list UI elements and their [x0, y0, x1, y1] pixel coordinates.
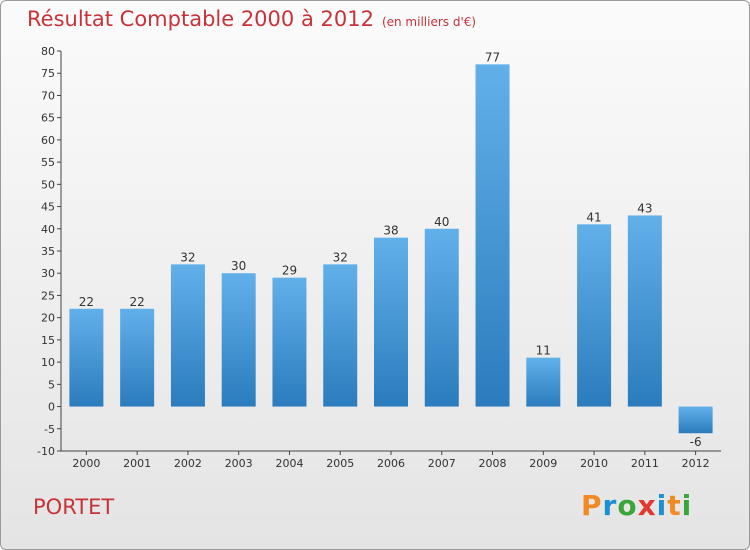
y-tick-label: 65 — [41, 112, 55, 125]
y-tick-label: -10 — [37, 445, 55, 458]
bar — [323, 264, 358, 407]
bar — [374, 237, 408, 407]
x-tick-label: 2005 — [326, 457, 354, 470]
bar — [69, 308, 104, 407]
bar — [678, 406, 713, 434]
title-text: Résultat Comptable 2000 à 2012 — [27, 7, 374, 31]
data-label: 32 — [333, 250, 348, 264]
y-tick-label: 80 — [41, 45, 55, 58]
data-label: 41 — [586, 210, 601, 224]
bar — [170, 264, 205, 407]
y-tick-label: 75 — [41, 67, 55, 80]
data-label: 32 — [180, 250, 195, 264]
logo-letter: i — [681, 489, 693, 522]
y-tick-label: 5 — [48, 378, 55, 391]
x-tick-label: 2009 — [529, 457, 557, 470]
data-label: 29 — [282, 264, 297, 278]
data-label: 40 — [434, 215, 449, 229]
x-tick-label: 2011 — [631, 457, 659, 470]
x-tick-label: 2000 — [72, 457, 100, 470]
bar — [424, 228, 459, 407]
y-tick-label: 70 — [41, 89, 55, 102]
chart-title: Résultat Comptable 2000 à 2012 (en millie… — [27, 7, 476, 31]
y-tick-label: 20 — [41, 312, 55, 325]
logo-letter: o — [617, 489, 638, 522]
y-tick-label: 10 — [41, 356, 55, 369]
data-label: 22 — [130, 295, 145, 309]
bar — [627, 215, 662, 407]
x-tick-label: 2001 — [123, 457, 151, 470]
commune-name: PORTET — [33, 495, 115, 519]
data-label: 38 — [383, 224, 398, 238]
proxiti-logo[interactable]: Proxiti — [581, 489, 692, 522]
x-tick-label: 2008 — [479, 457, 507, 470]
y-tick-label: 30 — [41, 267, 55, 280]
logo-letter: r — [602, 489, 618, 522]
data-label: 22 — [79, 295, 94, 309]
bar — [272, 277, 307, 407]
logo-letter: t — [667, 489, 682, 522]
data-label: 11 — [536, 344, 551, 358]
y-tick-label: 35 — [41, 245, 55, 258]
data-label: 30 — [231, 259, 246, 273]
data-label: 77 — [485, 50, 500, 64]
y-tick-label: 60 — [41, 134, 55, 147]
bar — [526, 357, 561, 407]
x-tick-label: 2002 — [174, 457, 202, 470]
data-label: 43 — [637, 201, 652, 215]
x-tick-label: 2003 — [225, 457, 253, 470]
y-tick-label: 25 — [41, 289, 55, 302]
bar — [120, 308, 155, 407]
y-tick-label: 15 — [41, 334, 55, 347]
x-tick-label: 2012 — [682, 457, 710, 470]
bar — [577, 224, 612, 407]
y-tick-label: 40 — [41, 223, 55, 236]
x-tick-label: 2007 — [428, 457, 456, 470]
y-tick-label: 45 — [41, 201, 55, 214]
data-label: -6 — [690, 435, 702, 449]
chart-subtitle: (en milliers d'€) — [381, 15, 477, 29]
y-tick-label: -5 — [44, 423, 55, 436]
y-tick-label: 50 — [41, 178, 55, 191]
bar — [221, 273, 256, 407]
x-tick-label: 2010 — [580, 457, 608, 470]
bar — [475, 64, 510, 407]
logo-letter: x — [637, 489, 657, 522]
x-tick-label: 2006 — [377, 457, 405, 470]
y-tick-label: 55 — [41, 156, 55, 169]
y-tick-label: 0 — [48, 401, 55, 414]
x-tick-label: 2004 — [275, 457, 303, 470]
logo-letter: i — [656, 489, 668, 522]
logo-letter: P — [581, 489, 603, 522]
